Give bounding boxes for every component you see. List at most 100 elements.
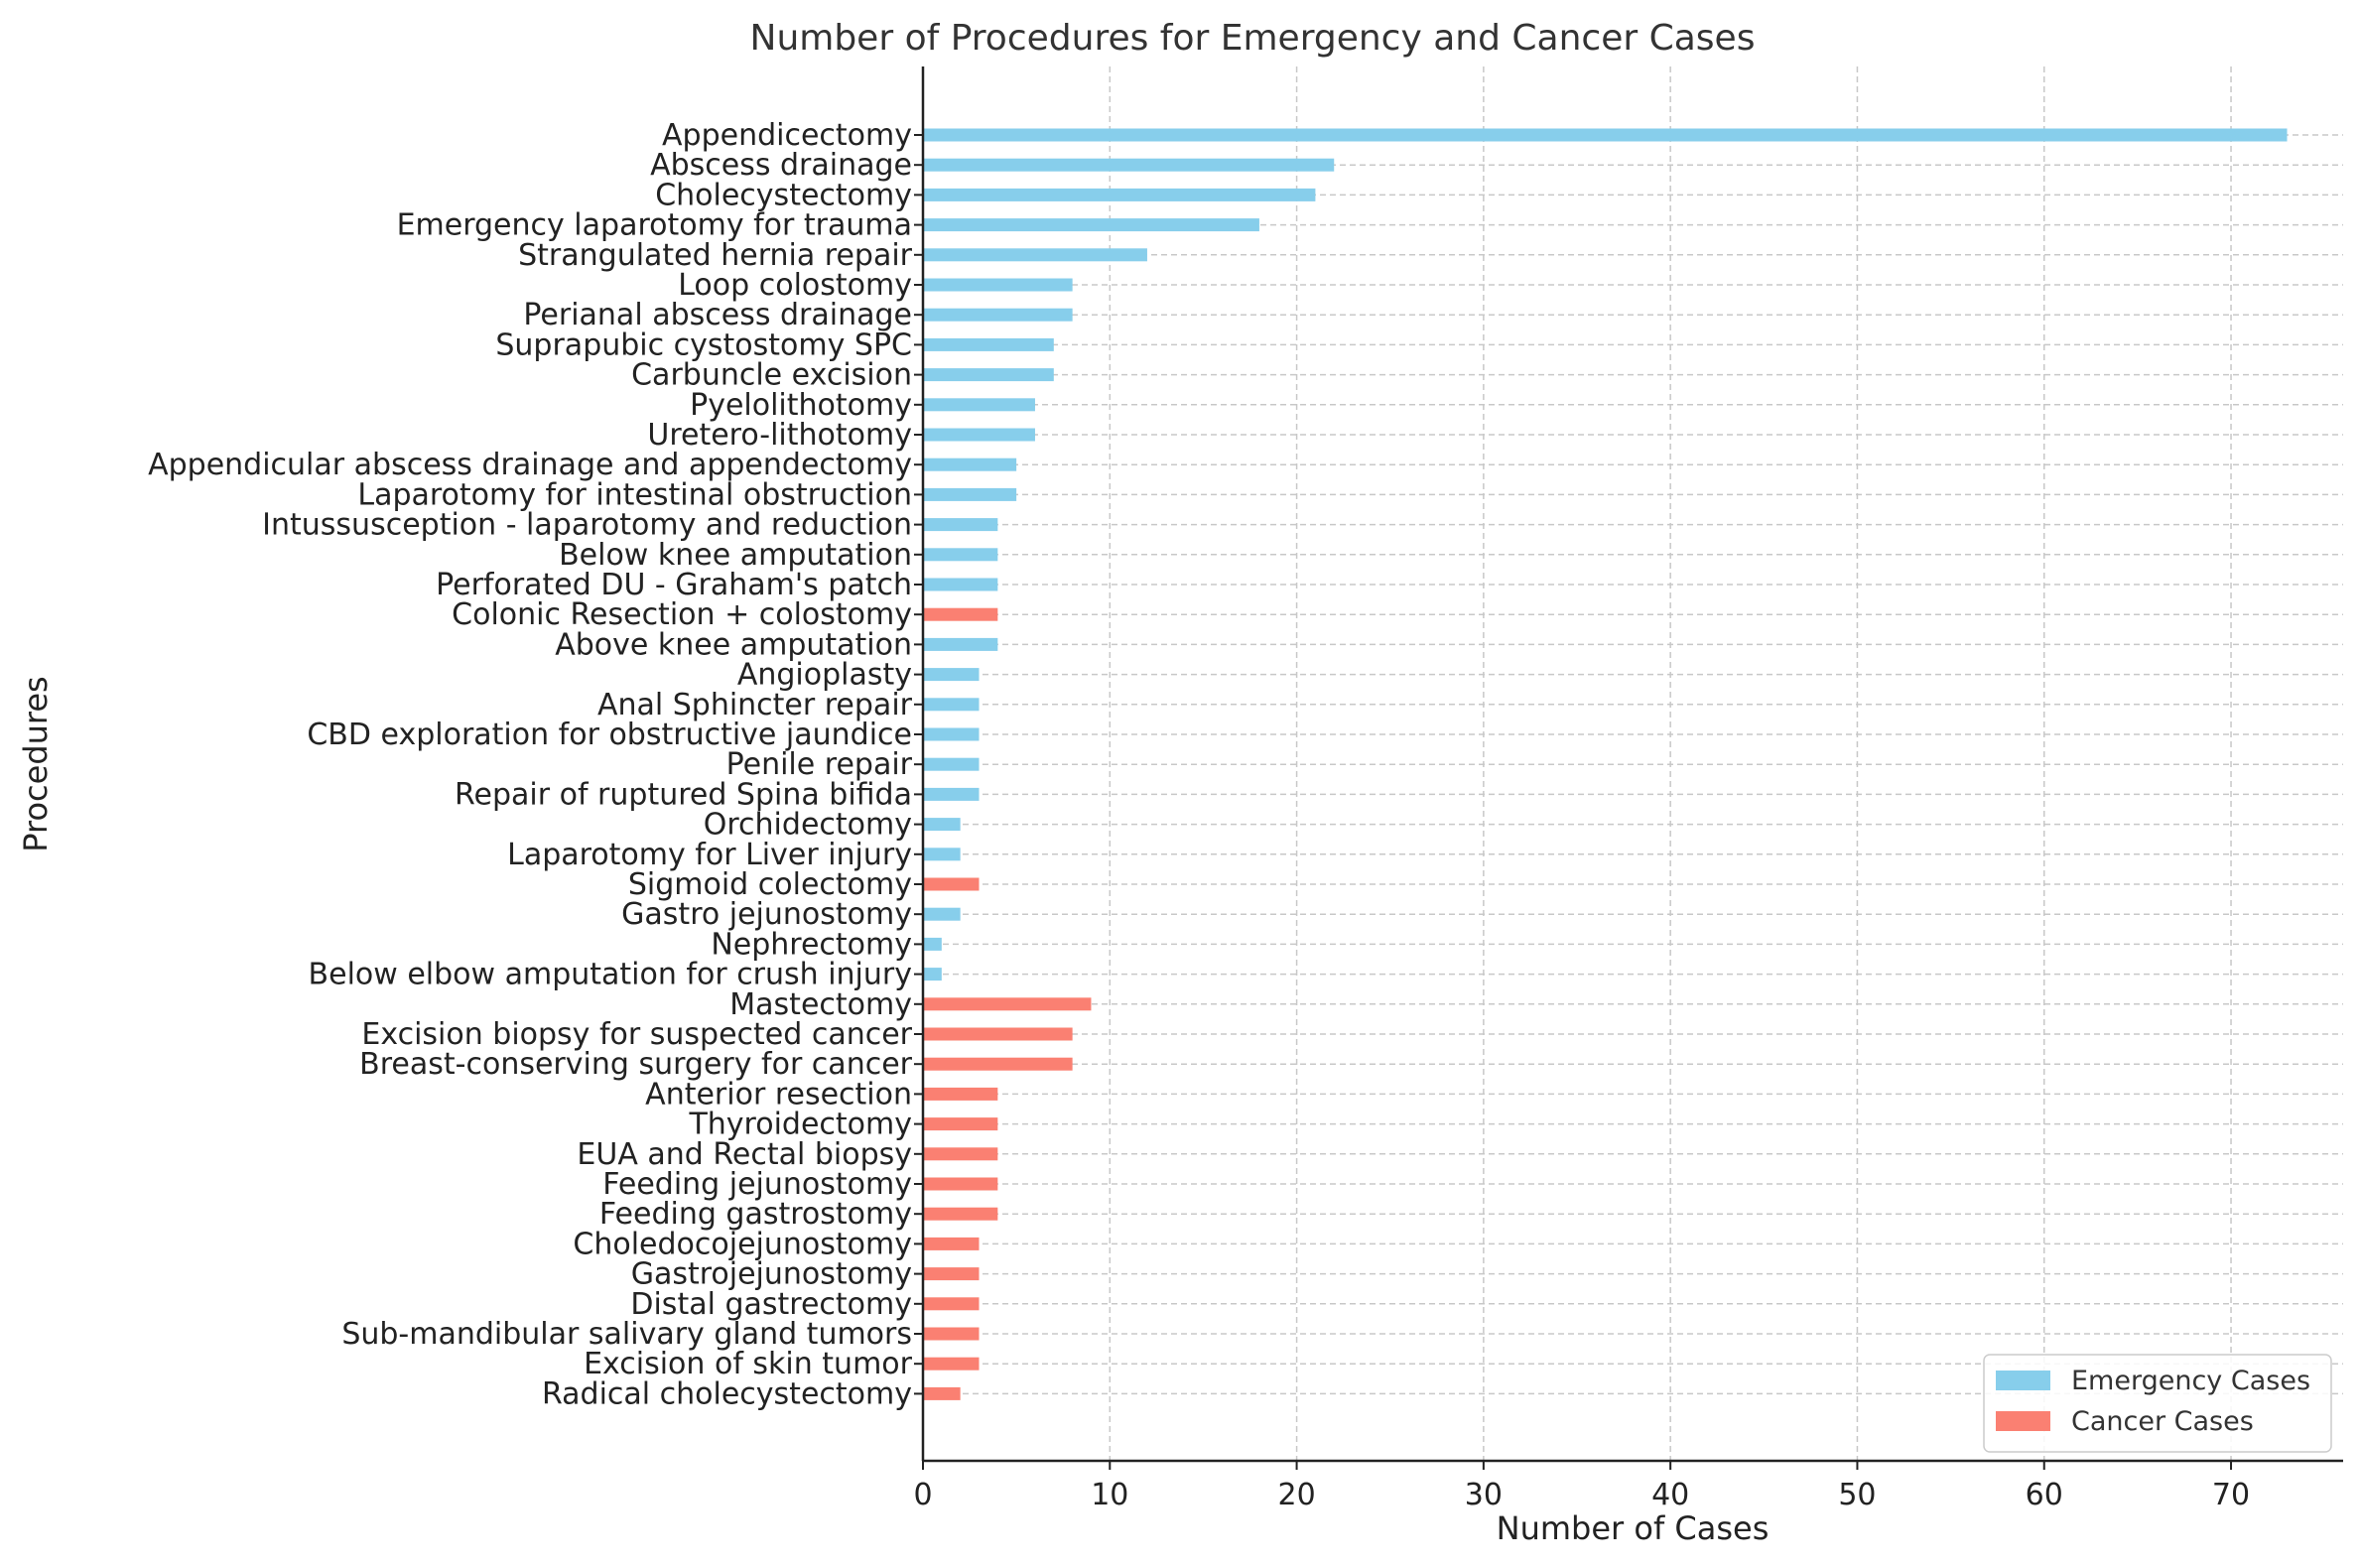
bar-cancer [923,1147,998,1161]
bar-emergency [923,487,1017,501]
bar-cancer [923,877,980,891]
bar-cancer [923,1177,998,1191]
chart-title: Number of Procedures for Emergency and C… [750,18,1756,59]
category-label: Strangulated hernia repair [518,238,913,273]
category-label: Appendicectomy [662,118,912,153]
category-label: Intussusception - laparotomy and reducti… [262,508,912,543]
category-label: Laparotomy for Liver injury [507,838,912,872]
x-tick-label: 30 [1465,1478,1503,1512]
bar-cancer [923,1027,1073,1041]
category-label: Perforated DU - Graham's patch [436,568,912,602]
category-label: Perianal abscess drainage [523,298,912,332]
category-label: CBD exploration for obstructive jaundice [307,718,912,752]
bar-emergency [923,727,980,741]
category-label: Excision biopsy for suspected cancer [361,1017,912,1052]
category-label: Choledocojejunostomy [573,1227,912,1261]
bars [923,128,2288,1400]
bar-emergency [923,158,1335,172]
bar-emergency [923,428,1035,442]
x-tick-label: 0 [913,1478,932,1512]
bar-emergency [923,968,942,981]
category-label: Sigmoid colectomy [628,867,912,902]
bar-emergency [923,698,980,712]
category-label: Laparotomy for intestinal obstruction [357,477,912,512]
bar-emergency [923,308,1073,322]
legend-box [1983,1354,2332,1453]
bar-emergency [923,578,998,591]
category-label: Nephrectomy [711,927,912,962]
bar-emergency [923,818,961,832]
category-label: Mastectomy [729,987,912,1022]
category-label: Colonic Resection + colostomy [452,597,912,632]
category-label: Radical cholecystectomy [542,1376,912,1411]
category-label: Distal gastrectomy [630,1287,912,1322]
bar-cancer [923,1267,980,1281]
category-label: Gastro jejunostomy [621,897,912,932]
category-label: Anterior resection [645,1077,912,1111]
bar-emergency [923,907,961,921]
category-label: Above knee amputation [555,627,912,662]
category-label: Abscess drainage [650,148,912,183]
bar-cancer [923,997,1092,1011]
bar-cancer [923,1386,961,1400]
category-label: Orchidectomy [704,808,912,843]
category-label: Breast-conserving surgery for cancer [359,1047,912,1082]
x-tick-label: 40 [1651,1478,1689,1512]
category-label: Uretero-lithotomy [647,418,912,453]
bar-emergency [923,637,998,651]
category-label: Pyelolithotomy [690,388,912,423]
category-label: Sub-mandibular salivary gland tumors [341,1317,912,1352]
bar-cancer [923,607,998,621]
bar-emergency [923,668,980,682]
bar-emergency [923,457,1017,471]
category-label: Feeding jejunostomy [602,1167,912,1202]
category-label: Excision of skin tumor [584,1347,913,1381]
bar-emergency [923,848,961,861]
category-label: Suprapubic cystostomy SPC [495,327,912,362]
bar-cancer [923,1237,980,1250]
y-axis-label: Procedures [17,676,55,851]
bar-emergency [923,278,1073,292]
legend-swatch-cancer [1996,1411,2050,1431]
x-tick-label: 20 [1277,1478,1315,1512]
category-label: Feeding gastrostomy [599,1197,912,1232]
bar-emergency [923,128,2288,142]
bar-emergency [923,368,1054,382]
category-label: Angioplasty [737,658,912,693]
category-label: Repair of ruptured Spina bifida [455,777,912,812]
category-label: Gastrojejunostomy [631,1257,912,1292]
bar-emergency [923,757,980,771]
bar-emergency [923,518,998,532]
category-label: Below elbow amputation for crush injury [309,958,912,992]
x-tick-label: 10 [1091,1478,1128,1512]
bar-emergency [923,937,942,951]
bar-emergency [923,398,1035,412]
bar-emergency [923,787,980,801]
bar-emergency [923,548,998,562]
bar-emergency [923,248,1147,262]
bar-cancer [923,1357,980,1371]
category-label: Thyroidectomy [688,1108,912,1142]
bar-cancer [923,1057,1073,1071]
category-label: Below knee amputation [559,538,912,573]
category-label: Loop colostomy [678,268,912,303]
x-tick-labels: 0 10 20 30 40 50 60 70 [913,1461,2250,1512]
x-axis-label: Number of Cases [1497,1509,1770,1547]
bar-emergency [923,337,1054,351]
category-label: Anal Sphincter repair [597,688,913,722]
category-label: Appendicular abscess drainage and append… [148,448,912,482]
x-tick-label: 50 [1838,1478,1876,1512]
legend-label-cancer: Cancer Cases [2071,1406,2254,1437]
bar-cancer [923,1327,980,1341]
bar-emergency [923,218,1259,232]
x-tick-label: 70 [2212,1478,2250,1512]
bar-emergency [923,188,1316,201]
category-label: Carbuncle excision [631,358,912,393]
bar-cancer [923,1087,998,1101]
bar-cancer [923,1117,998,1131]
bar-cancer [923,1297,980,1311]
category-label: Cholecystectomy [655,178,912,212]
